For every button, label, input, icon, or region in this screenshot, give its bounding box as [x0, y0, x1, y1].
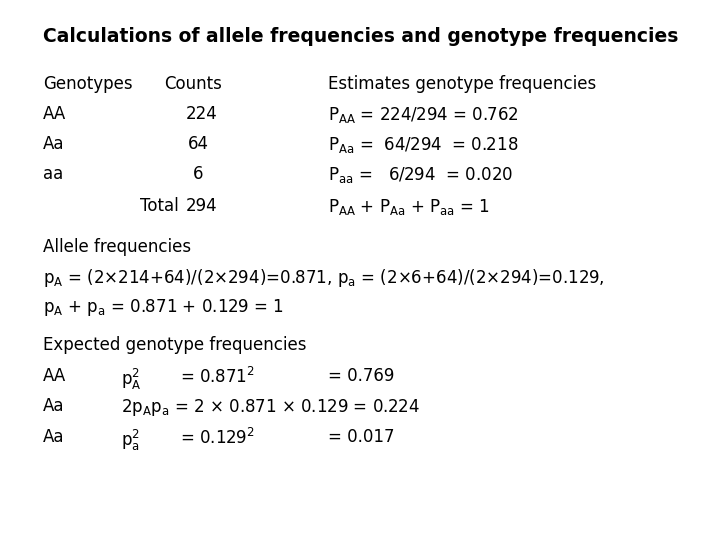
Text: Aa: Aa [43, 397, 65, 415]
Text: 64: 64 [188, 135, 209, 153]
Text: Genotypes: Genotypes [43, 75, 132, 92]
Text: P$_{\rm AA}$ + P$_{\rm Aa}$ + P$_{\rm aa}$ = 1: P$_{\rm AA}$ + P$_{\rm Aa}$ + P$_{\rm aa… [328, 197, 490, 217]
Text: Calculations of allele frequencies and genotype frequencies: Calculations of allele frequencies and g… [43, 27, 678, 46]
Text: P$_{\rm aa}$ =   6/294  = 0.020: P$_{\rm aa}$ = 6/294 = 0.020 [328, 165, 513, 185]
Text: Expected genotype frequencies: Expected genotype frequencies [43, 336, 307, 354]
Text: P$_{\rm AA}$ = 224/294 = 0.762: P$_{\rm AA}$ = 224/294 = 0.762 [328, 105, 518, 125]
Text: = 0.769: = 0.769 [328, 367, 394, 385]
Text: = 0.871$^{2}$: = 0.871$^{2}$ [180, 367, 255, 387]
Text: Aa: Aa [43, 135, 65, 153]
Text: p$_{\rm A}$ + p$_{\rm a}$ = 0.871 + 0.129 = 1: p$_{\rm A}$ + p$_{\rm a}$ = 0.871 + 0.12… [43, 297, 284, 318]
Text: Aa: Aa [43, 428, 65, 445]
Text: = 0.129$^{2}$: = 0.129$^{2}$ [180, 428, 255, 448]
Text: aa: aa [43, 165, 63, 183]
Text: AA: AA [43, 367, 66, 385]
Text: 6: 6 [193, 165, 204, 183]
Text: Estimates genotype frequencies: Estimates genotype frequencies [328, 75, 596, 92]
Text: 294: 294 [186, 197, 217, 215]
Text: Counts: Counts [164, 75, 222, 92]
Text: p$_{\rm A}^{2}$: p$_{\rm A}^{2}$ [121, 367, 142, 392]
Text: P$_{\rm Aa}$ =  64/294  = 0.218: P$_{\rm Aa}$ = 64/294 = 0.218 [328, 135, 518, 155]
Text: AA: AA [43, 105, 66, 123]
Text: p$_{\rm a}^{2}$: p$_{\rm a}^{2}$ [121, 428, 140, 453]
Text: 224: 224 [186, 105, 217, 123]
Text: = 0.017: = 0.017 [328, 428, 394, 445]
Text: p$_{\rm A}$ = (2$\times$214+64)/(2$\times$294)=0.871, p$_{\rm a}$ = (2$\times$6+: p$_{\rm A}$ = (2$\times$214+64)/(2$\time… [43, 267, 605, 289]
Text: Allele frequencies: Allele frequencies [43, 238, 192, 255]
Text: 2p$_{\rm A}$p$_{\rm a}$ = 2 $\times$ 0.871 $\times$ 0.129 = 0.224: 2p$_{\rm A}$p$_{\rm a}$ = 2 $\times$ 0.8… [121, 397, 420, 418]
Text: Total: Total [140, 197, 179, 215]
